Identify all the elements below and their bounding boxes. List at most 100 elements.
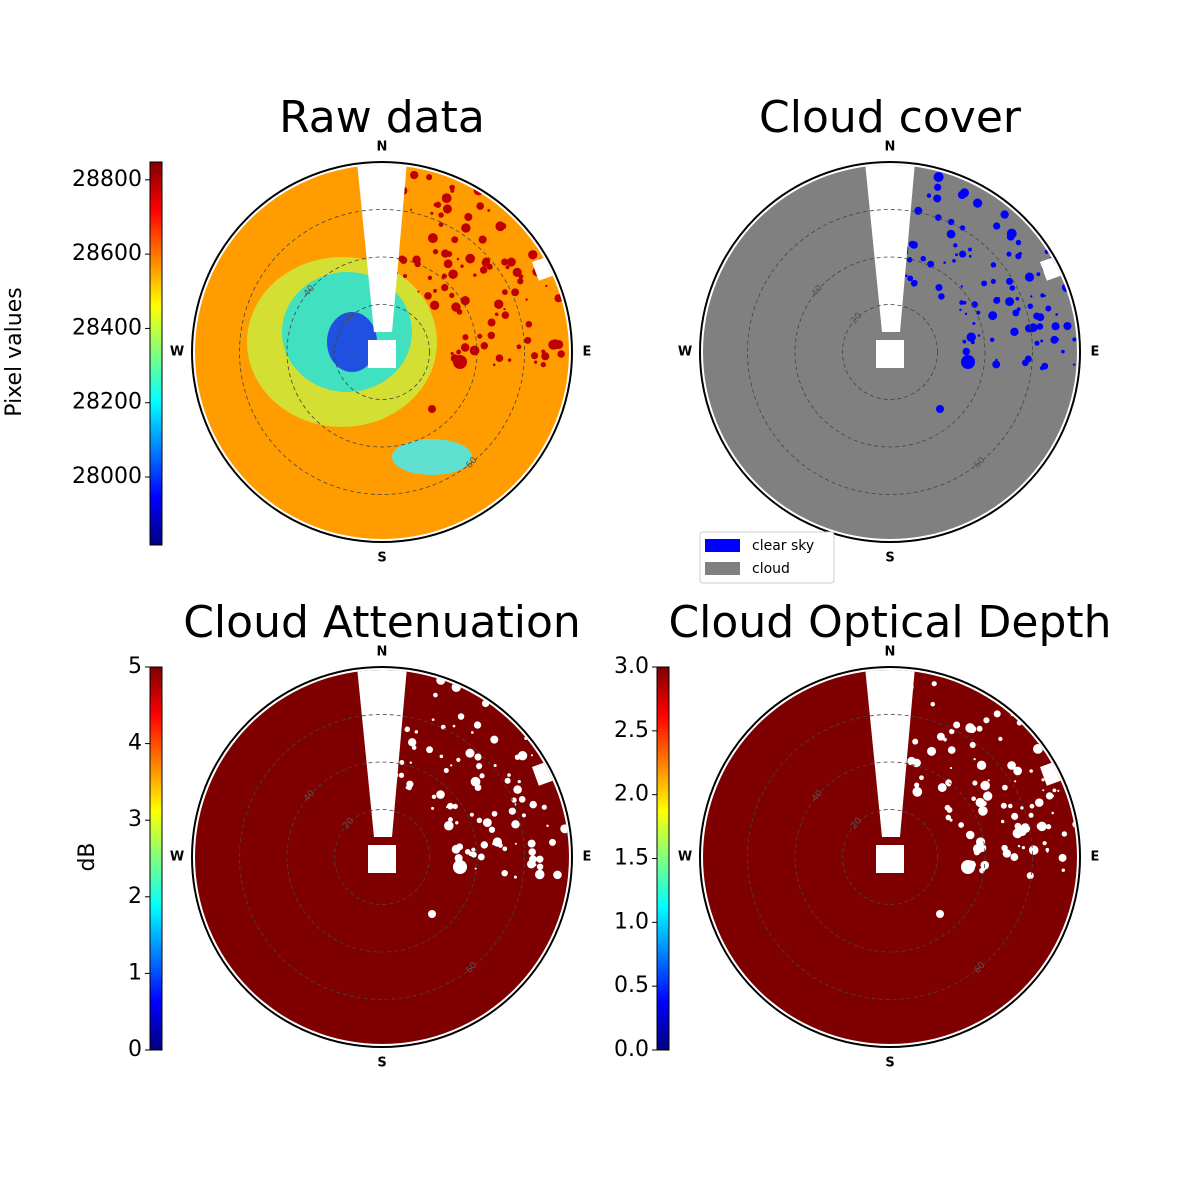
image-spot	[436, 790, 445, 799]
image-spot	[406, 784, 412, 791]
image-spot	[1051, 811, 1054, 815]
image-spot	[1046, 850, 1049, 853]
panel-title: Cloud Optical Depth	[668, 597, 1111, 648]
image-spot	[947, 218, 955, 226]
image-spot	[499, 222, 507, 230]
colorbar-tick-label: 2.5	[614, 718, 649, 743]
colorbar-tick-label: 0.0	[614, 1037, 649, 1062]
image-spot	[1027, 303, 1034, 309]
image-spot	[1009, 285, 1016, 291]
compass-label: N	[377, 645, 388, 660]
image-spot	[426, 174, 433, 181]
image-spot	[481, 699, 490, 708]
image-spot	[1028, 323, 1038, 333]
image-spot	[486, 263, 493, 270]
image-spot	[516, 344, 522, 350]
image-spot	[910, 280, 918, 287]
image-spot	[976, 760, 987, 771]
image-spot	[446, 802, 454, 810]
image-spot	[953, 243, 958, 248]
image-spot	[492, 842, 496, 846]
image-spot	[487, 318, 496, 327]
image-spot	[451, 302, 461, 312]
image-spot	[545, 284, 548, 288]
image-spot	[441, 273, 447, 279]
compass-label: S	[885, 551, 894, 566]
image-spot	[973, 757, 976, 761]
image-spot	[507, 358, 512, 362]
image-spot	[433, 202, 438, 207]
image-spot	[503, 307, 506, 311]
obstruction	[865, 165, 915, 332]
image-spot	[1018, 251, 1022, 256]
image-spot	[398, 255, 406, 263]
obstruction	[865, 670, 915, 837]
obstruction	[357, 670, 407, 837]
image-spot	[1042, 789, 1045, 792]
image-spot	[934, 183, 942, 191]
image-spot	[990, 278, 996, 284]
image-spot	[1072, 337, 1077, 342]
image-spot	[993, 296, 1001, 304]
image-spot	[933, 194, 942, 203]
image-spot	[1005, 297, 1015, 307]
ring-grid-line	[239, 714, 525, 1000]
panel-title: Cloud cover	[759, 92, 1022, 143]
image-spot	[989, 337, 995, 343]
image-spot	[959, 308, 962, 312]
image-spot	[464, 849, 471, 855]
colorbar-tick-label: 28000	[72, 464, 142, 489]
colorbar-tick-label: 28600	[72, 241, 142, 266]
compass-label: E	[1091, 850, 1100, 865]
image-spot	[491, 810, 498, 817]
image-spot	[947, 746, 956, 754]
image-spot	[424, 292, 432, 300]
image-spot	[949, 728, 955, 735]
legend-swatch	[705, 539, 740, 552]
image-spot	[477, 853, 485, 861]
image-spot	[465, 253, 476, 264]
image-spot	[448, 817, 453, 823]
image-spot	[1020, 823, 1031, 834]
image-spot	[908, 240, 916, 248]
image-spot	[505, 265, 510, 270]
image-spot	[960, 188, 969, 198]
image-spot	[431, 718, 435, 722]
image-spot	[952, 259, 956, 263]
image-spot	[1007, 803, 1013, 809]
image-spot	[469, 812, 474, 817]
image-spot	[1036, 323, 1044, 330]
image-spot	[492, 363, 496, 367]
ring-grid-line	[334, 809, 430, 905]
compass-label: E	[583, 850, 592, 865]
image-spot	[966, 332, 976, 342]
image-spot	[1030, 295, 1033, 298]
image-spot	[962, 347, 971, 356]
ring-grid-line	[842, 809, 938, 905]
image-spot	[470, 851, 477, 858]
image-spot	[1061, 349, 1065, 354]
image-spot	[427, 275, 433, 281]
compass-label: S	[885, 1056, 894, 1071]
image-spot	[1006, 228, 1017, 239]
colorbar-tick-label: 2.0	[614, 782, 649, 807]
image-spot	[495, 354, 504, 363]
ring-grid-line	[794, 761, 986, 953]
image-spot	[511, 820, 520, 829]
image-spot	[482, 818, 492, 828]
image-spot	[1055, 337, 1059, 342]
image-spot	[527, 859, 536, 869]
image-spot	[949, 766, 953, 770]
obstruction	[357, 165, 407, 332]
image-spot	[541, 804, 547, 810]
image-spot	[1013, 766, 1022, 776]
image-spot	[1063, 321, 1072, 331]
colorbar	[656, 666, 670, 1051]
image-spot	[450, 764, 453, 767]
image-spot	[513, 875, 517, 879]
image-spot	[943, 261, 946, 264]
image-spot	[970, 340, 975, 345]
image-spot	[968, 247, 972, 252]
image-spot	[914, 206, 923, 215]
image-spot	[450, 351, 454, 355]
